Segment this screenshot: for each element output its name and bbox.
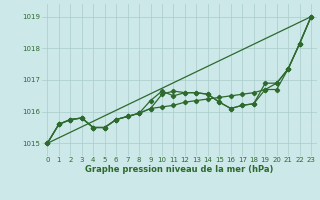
X-axis label: Graphe pression niveau de la mer (hPa): Graphe pression niveau de la mer (hPa) — [85, 165, 273, 174]
